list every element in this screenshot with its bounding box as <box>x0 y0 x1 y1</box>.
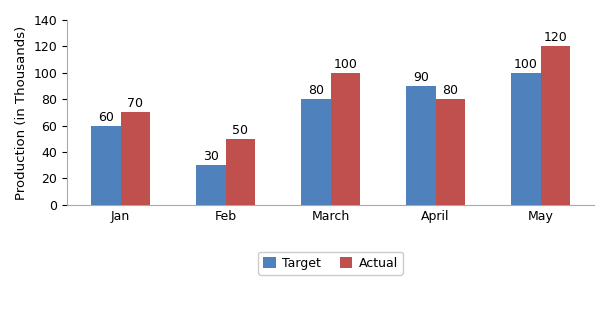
Text: 100: 100 <box>514 58 538 71</box>
Text: 100: 100 <box>333 58 357 71</box>
Bar <box>406 86 435 205</box>
Text: 80: 80 <box>442 84 459 97</box>
Text: 80: 80 <box>308 84 324 97</box>
Y-axis label: Production (in Thousands): Production (in Thousands) <box>15 25 28 199</box>
Text: 30: 30 <box>203 150 219 163</box>
Bar <box>541 46 570 205</box>
Legend: Target, Actual: Target, Actual <box>258 252 403 275</box>
Text: 50: 50 <box>232 124 248 137</box>
Bar <box>301 99 331 205</box>
Text: 90: 90 <box>413 71 429 84</box>
Bar <box>511 73 541 205</box>
Text: 60: 60 <box>98 111 114 123</box>
Bar <box>331 73 360 205</box>
Text: 70: 70 <box>127 97 143 110</box>
Bar <box>435 99 465 205</box>
Bar <box>91 126 121 205</box>
Bar <box>196 165 225 205</box>
Bar <box>225 139 255 205</box>
Text: 120: 120 <box>543 31 567 44</box>
Bar <box>121 112 150 205</box>
